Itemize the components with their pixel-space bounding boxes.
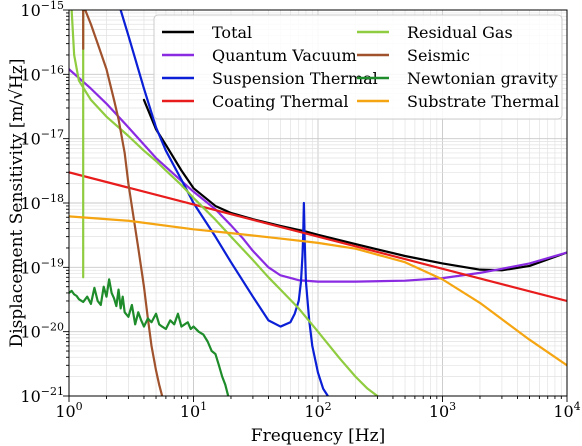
x-tick-label: 103 — [429, 400, 456, 421]
series-line-total — [142, 98, 567, 272]
legend-label: Total — [212, 23, 252, 42]
legend-label: Seismic — [407, 46, 470, 65]
y-tick-label: 10−16 — [20, 63, 64, 84]
series-line-quantum-vacuum — [69, 68, 567, 283]
x-tick-label: 101 — [180, 400, 207, 421]
y-axis-label: Displacement Sensitivity [m/√Hz] — [7, 59, 27, 348]
y-tick-label: 10−21 — [20, 385, 64, 406]
y-tick-labels: 10−21 10−20 10−19 10−18 10−17 10−16 10−15 — [20, 0, 64, 406]
legend-label: Suspension Thermal — [212, 69, 378, 88]
y-tick-label: 10−15 — [20, 0, 64, 20]
series-line-substrate-thermal — [69, 215, 567, 367]
x-axis-label: Frequency [Hz] — [251, 426, 385, 446]
x-tick-label: 102 — [304, 400, 331, 421]
legend-label: Substrate Thermal — [407, 92, 559, 111]
series-line-seismic — [82, 10, 164, 396]
y-tick-label: 10−18 — [20, 192, 64, 213]
series-line-suspension-thermal — [119, 10, 329, 396]
legend-label: Coating Thermal — [212, 92, 349, 111]
legend-label: Residual Gas — [407, 23, 513, 42]
y-tick-label: 10−19 — [20, 256, 64, 277]
y-tick-label: 10−17 — [20, 128, 64, 149]
legend-label: Quantum Vacuum — [212, 46, 357, 65]
legend-box — [153, 14, 563, 120]
series-line-residual-gas — [70, 10, 379, 396]
series-line-coating-thermal — [69, 171, 567, 303]
y-tick-label: 10−20 — [20, 321, 64, 342]
legend: Total Quantum Vacuum Suspension Thermal Coa… — [153, 14, 563, 120]
x-tick-labels: 100 101 102 103 104 — [55, 400, 580, 421]
series-line-newtonian-gravity — [69, 278, 230, 396]
series-lines — [69, 10, 567, 396]
legend-label: Newtonian gravity — [407, 69, 558, 88]
axis-ticks — [63, 9, 568, 402]
x-tick-label: 100 — [55, 400, 82, 421]
x-tick-label: 104 — [553, 400, 580, 421]
